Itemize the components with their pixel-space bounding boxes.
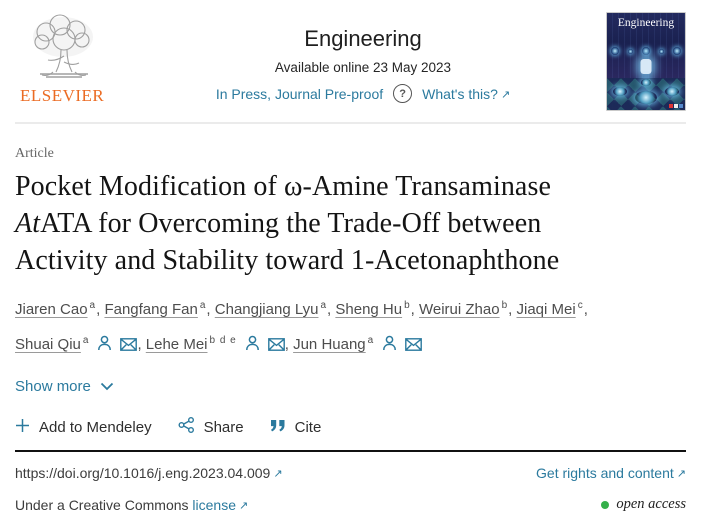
plus-icon	[15, 418, 30, 437]
show-more-button[interactable]: Show more	[15, 378, 114, 395]
cover-glow-orb	[613, 87, 627, 96]
share-nodes-icon	[178, 417, 195, 437]
header-divider	[15, 122, 686, 124]
elsevier-logo[interactable]: ELSEVIER	[20, 12, 120, 106]
author-profile-icon[interactable]	[97, 331, 112, 362]
author-link[interactable]: Jiaqi Mei c	[516, 300, 584, 318]
in-press-row: In Press, Journal Pre-proof ? What's thi…	[120, 84, 606, 103]
article-actions: Add to Mendeley Share Cite	[15, 417, 686, 437]
author-link[interactable]: Changjiang Lyu a	[214, 300, 328, 318]
author-list: Jiaren Cao a, Fangfang Fan a, Changjiang L…	[15, 290, 686, 362]
author-link[interactable]: Sheng Hu b	[335, 300, 411, 318]
article-type-label: Article	[15, 146, 54, 161]
journal-info: Engineering Available online 23 May 2023…	[120, 12, 606, 103]
doi-link[interactable]: https://doi.org/10.1016/j.eng.2023.04.00…	[15, 465, 283, 481]
author-link[interactable]: Jiaren Cao a	[15, 300, 97, 318]
elsevier-tree-icon	[20, 14, 106, 84]
share-button[interactable]: Share	[178, 417, 244, 437]
article-main: Article Pocket Modification of ω-Amine T…	[0, 146, 701, 437]
author-link[interactable]: Fangfang Fan a	[104, 300, 207, 318]
author-profile-icon[interactable]	[382, 331, 397, 362]
journal-title[interactable]: Engineering	[304, 26, 422, 51]
cover-publisher-marks	[669, 104, 683, 108]
get-rights-link[interactable]: Get rights and content ↗	[536, 465, 686, 481]
whats-this-link[interactable]: What's this? ↗	[422, 85, 511, 102]
chevron-down-icon	[100, 378, 114, 395]
cover-glow-orb	[635, 91, 657, 104]
cover-glow-orb	[665, 87, 679, 96]
cover-robot-figure	[640, 59, 652, 74]
external-link-icon: ↗	[676, 468, 686, 480]
author-link[interactable]: Weirui Zhao b	[419, 300, 509, 318]
email-author-icon[interactable]	[405, 331, 423, 362]
external-link-icon: ↗	[500, 88, 511, 101]
cover-glow-orb	[641, 79, 651, 86]
question-mark-icon[interactable]: ?	[393, 84, 413, 103]
author-link[interactable]: Shuai Qiu a	[15, 335, 90, 353]
in-press-link[interactable]: In Press, Journal Pre-proof	[215, 85, 384, 102]
journal-header: ELSEVIER Engineering Available online 23…	[0, 0, 701, 111]
author-list-line-2: Shuai Qiu a, Lehe Mei b d e, Jun Huang a	[15, 325, 686, 362]
elsevier-wordmark: ELSEVIER	[20, 86, 105, 105]
availability-date: Available online 23 May 2023	[274, 60, 452, 75]
author-list-line-1: Jiaren Cao a, Fangfang Fan a, Changjiang L…	[15, 300, 588, 318]
author-link[interactable]: Lehe Mei b d e	[145, 335, 237, 353]
cite-button[interactable]: Cite	[270, 419, 321, 436]
cover-journal-title: Engineering	[617, 17, 675, 29]
external-link-icon: ↗	[273, 468, 283, 480]
add-to-mendeley-button[interactable]: Add to Mendeley	[15, 418, 152, 437]
article-title: Pocket Modification of ω-Amine Transamin…	[15, 171, 560, 276]
author-profile-icon[interactable]	[245, 331, 260, 362]
email-author-icon[interactable]	[120, 331, 138, 362]
email-author-icon[interactable]	[267, 331, 285, 362]
doi-row: https://doi.org/10.1016/j.eng.2023.04.00…	[0, 465, 701, 481]
cover-gear-icons	[611, 47, 681, 55]
footer-divider	[15, 450, 686, 452]
journal-cover-image[interactable]: Engineering	[606, 12, 686, 111]
external-link-icon: ↗	[239, 499, 249, 512]
author-link[interactable]: Jun Huang a	[293, 335, 375, 353]
double-quote-icon	[270, 419, 286, 436]
